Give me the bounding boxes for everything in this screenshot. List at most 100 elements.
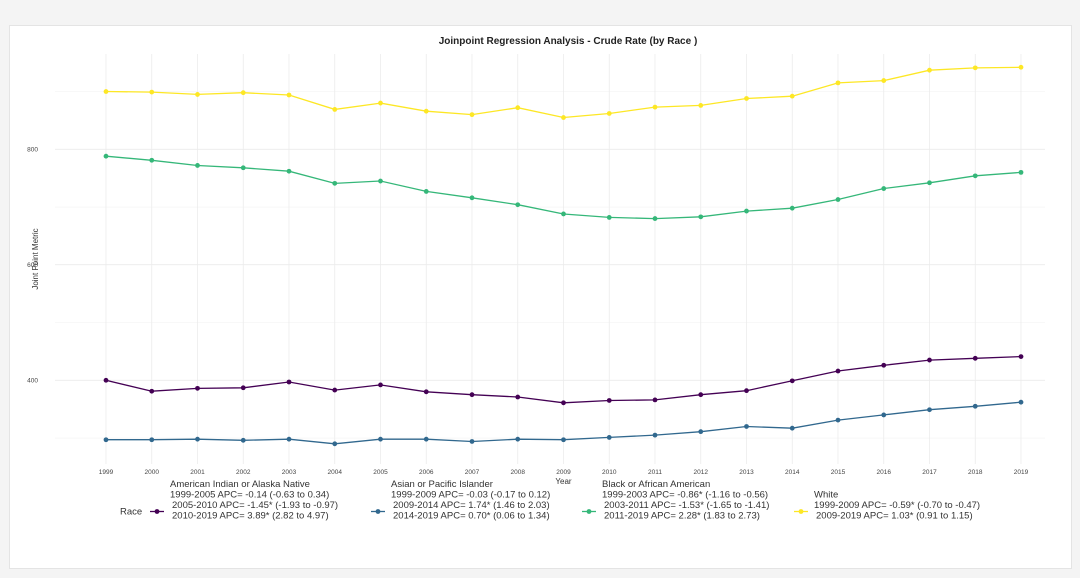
data-point	[881, 186, 887, 191]
data-point	[561, 437, 566, 443]
x-tick-label: 2014	[785, 469, 800, 476]
x-tick-label: 2018	[968, 469, 983, 476]
legend-key-point	[586, 509, 592, 514]
data-point	[606, 398, 612, 403]
data-point	[195, 163, 200, 168]
y-tick-label: 600	[27, 262, 38, 269]
data-point	[927, 180, 932, 186]
legend-key-point	[154, 509, 160, 514]
x-axis-title: Year	[555, 477, 572, 486]
data-point	[332, 387, 338, 393]
data-point	[332, 441, 338, 447]
data-point	[789, 93, 795, 99]
data-point	[927, 357, 932, 363]
data-point	[378, 382, 383, 388]
data-point	[835, 197, 841, 202]
x-tick-label: 2009	[556, 469, 571, 476]
x-tick-label: 2019	[1014, 469, 1029, 476]
data-point	[698, 429, 704, 435]
x-tick-label: 2010	[602, 469, 617, 476]
x-tick-label: 1999	[99, 469, 114, 476]
legend-apc-line: 2005-2010 APC= -1.45* (-1.93 to -0.97)	[172, 500, 338, 511]
x-tick-label: 2003	[282, 469, 297, 476]
y-axis-title: Joint Point Metric	[31, 228, 40, 289]
x-tick-label: 2012	[694, 469, 709, 476]
data-point	[972, 65, 978, 71]
data-point	[103, 377, 109, 383]
data-point	[652, 216, 658, 221]
data-point	[561, 400, 566, 406]
data-point	[103, 437, 109, 443]
data-point	[744, 424, 749, 429]
legend-apc-line: 2003-2011 APC= -1.53* (-1.65 to -1.41)	[604, 500, 769, 511]
data-point	[195, 436, 200, 442]
data-point	[972, 403, 978, 409]
x-tick-label: 2004	[328, 469, 343, 476]
x-tick-label: 2006	[419, 469, 434, 476]
y-tick-label: 800	[27, 146, 38, 153]
data-point	[789, 205, 795, 211]
x-tick-label: 2013	[739, 469, 754, 476]
data-point	[469, 195, 475, 201]
data-point	[515, 394, 521, 400]
x-tick-label: 2005	[373, 469, 388, 476]
data-point	[927, 67, 932, 73]
x-tick-label: 2002	[236, 469, 251, 476]
legend-apc-line: 1999-2009 APC= -0.03 (-0.17 to 0.12)	[391, 490, 550, 501]
chart-panel: Joinpoint Regression Analysis - Crude Ra…	[9, 25, 1072, 569]
x-tick-label: 2017	[922, 469, 937, 476]
data-point	[652, 104, 658, 110]
joinpoint-line-chart: Joinpoint Regression Analysis - Crude Ra…	[27, 36, 1045, 522]
data-point	[652, 397, 658, 403]
data-point	[332, 107, 338, 112]
data-point	[423, 108, 429, 114]
legend-apc-line: 2009-2019 APC= 1.03* (0.91 to 1.15)	[816, 511, 973, 522]
data-point	[149, 437, 155, 443]
data-point	[332, 180, 338, 186]
data-point	[515, 436, 521, 442]
data-point	[606, 435, 612, 440]
data-point	[789, 378, 795, 384]
data-point	[378, 100, 383, 106]
data-point	[1018, 354, 1024, 359]
data-point	[1018, 64, 1024, 70]
data-point	[881, 78, 887, 83]
legend-key-point	[375, 509, 381, 514]
legend-series-name: White	[814, 490, 838, 501]
data-point	[606, 215, 612, 220]
x-tick-label: 2011	[648, 469, 662, 476]
data-point	[286, 436, 292, 442]
data-point	[606, 111, 612, 116]
data-point	[835, 80, 841, 86]
legend-series-name: American Indian or Alaska Native	[170, 479, 310, 490]
data-point	[286, 379, 292, 385]
data-point	[469, 112, 475, 118]
data-point	[240, 165, 246, 171]
data-point	[698, 392, 704, 398]
x-tick-label: 2000	[145, 469, 160, 476]
data-point	[744, 96, 749, 101]
data-point	[286, 168, 292, 174]
data-point	[195, 92, 200, 97]
legend-apc-line: 2014-2019 APC= 0.70* (0.06 to 1.34)	[393, 511, 550, 522]
data-point	[1018, 399, 1024, 405]
data-point	[698, 102, 704, 108]
x-tick-label: 2016	[877, 469, 892, 476]
x-tick-label: 2008	[511, 469, 526, 476]
legend-apc-line: 2009-2014 APC= 1.74* (1.46 to 2.03)	[393, 500, 550, 511]
data-point	[744, 208, 749, 214]
data-point	[835, 368, 841, 374]
data-point	[240, 90, 246, 96]
data-point	[423, 189, 429, 194]
x-tick-label: 2015	[831, 469, 846, 476]
data-point	[195, 385, 200, 391]
data-point	[561, 211, 566, 217]
legend-apc-line: 1999-2005 APC= -0.14 (-0.63 to 0.34)	[170, 490, 329, 501]
data-point	[103, 153, 109, 159]
data-point	[240, 437, 246, 443]
data-point	[149, 157, 155, 163]
data-point	[423, 389, 429, 395]
data-point	[469, 392, 475, 398]
data-point	[652, 432, 658, 438]
legend-series-name: Asian or Pacific Islander	[391, 479, 493, 490]
